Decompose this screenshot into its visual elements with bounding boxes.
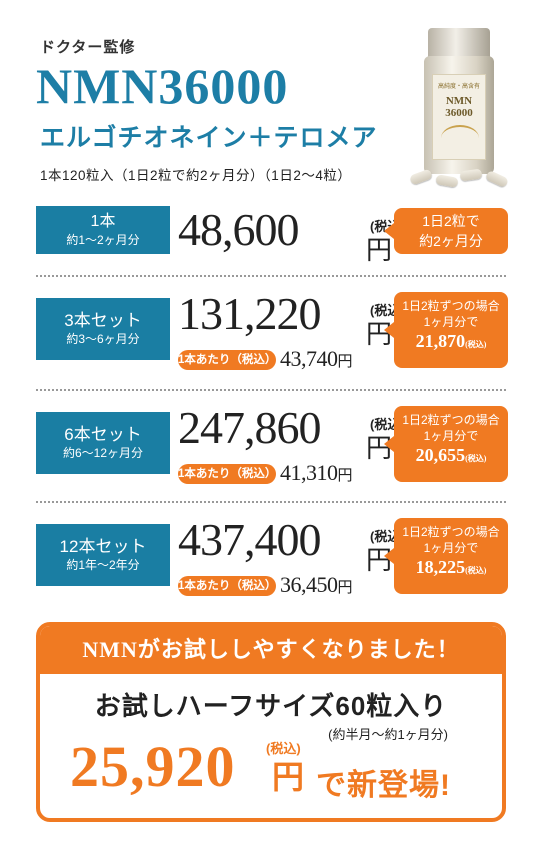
plan-price: 247,860 — [178, 402, 321, 453]
plan-note-bubble: 1日2粒で 約2ヶ月分 — [384, 208, 508, 254]
bubble-line2: 約2ヶ月分 — [419, 233, 483, 249]
bubble-monthly-tax: (税込) — [465, 566, 487, 575]
bubble-monthly-price: 21,870(税込) — [394, 330, 508, 356]
plan-row-1: 1本 約1〜2ヶ月分 48,600 (税込) 円 1日2粒で 約2ヶ月分 — [36, 204, 508, 288]
plan-label-title: 6本セット — [64, 425, 142, 444]
plan-label: 3本セット 約3〜6ヶ月分 — [36, 298, 170, 360]
eyebrow-text: ドクター監修 — [40, 39, 136, 56]
per-bottle-price-yen: 円 — [337, 580, 353, 596]
capsule — [459, 168, 483, 182]
bottle-label-line2: NMN — [445, 95, 473, 107]
per-bottle-price-value: 41,310 — [280, 460, 338, 485]
bubble-line2: 1ヶ月分で — [423, 429, 479, 443]
plan-monthly-bubble: 1日2粒ずつの場合 1ヶ月分で 18,225(税込) — [384, 518, 508, 594]
bubble-monthly-price-value: 20,655 — [415, 445, 466, 465]
product-bottle-image: 高純度・高含有 NMN 36000 — [408, 22, 520, 192]
product-subtitle: エルゴチオネイン＋テロメア — [40, 124, 378, 152]
plan-label-duration: 約3〜6ヶ月分 — [66, 332, 140, 346]
plan-price: 437,400 — [178, 514, 321, 565]
trial-price-tax: (税込) — [266, 741, 301, 756]
plan-monthly-bubble: 1日2粒ずつの場合 1ヶ月分で 20,655(税込) — [384, 406, 508, 482]
capsule — [435, 174, 459, 188]
plan-label-duration: 約6〜12ヶ月分 — [62, 446, 144, 460]
bottle-label: 高純度・高含有 NMN 36000 — [432, 74, 486, 160]
plan-label-title: 3本セット — [64, 311, 142, 330]
plan-price: 131,220 — [178, 288, 321, 339]
per-bottle-price-value: 36,450 — [280, 572, 338, 597]
bottle-swirl-decoration — [441, 125, 479, 151]
per-bottle-price: 36,450円 — [280, 572, 352, 598]
bubble-monthly-price-value: 18,225 — [415, 557, 466, 577]
plan-price: 48,600 — [178, 204, 299, 255]
plan-row-3: 3本セット 約3〜6ヶ月分 131,220 (税込) 円 1本あたり（税込） 4… — [36, 288, 508, 372]
bubble-line1: 1日2粒ずつの場合 — [402, 413, 500, 427]
product-name: NMN36000 — [36, 58, 289, 114]
bubble-monthly-tax: (税込) — [465, 454, 487, 463]
per-bottle-price: 41,310円 — [280, 460, 352, 486]
trial-note: (約半月〜約1ヶ月分) — [328, 727, 448, 742]
plan-label: 1本 約1〜2ヶ月分 — [36, 206, 170, 254]
bottle-cap — [428, 28, 490, 58]
bubble-monthly-tax: (税込) — [465, 340, 487, 349]
bubble-line2: 1ヶ月分で — [423, 541, 479, 555]
plan-monthly-bubble: 1日2粒ずつの場合 1ヶ月分で 21,870(税込) — [384, 292, 508, 368]
capsule — [408, 168, 434, 186]
trial-title: お試しハーフサイズ60粒入り — [94, 691, 448, 721]
trial-price-yen: 円 — [272, 759, 305, 795]
trial-headline: NMNがお試ししやすくなりました！ — [40, 626, 502, 674]
per-bottle-badge: 1本あたり（税込） — [178, 350, 276, 370]
bubble-line1: 1日2粒ずつの場合 — [402, 299, 500, 313]
per-bottle-price-yen: 円 — [337, 354, 353, 370]
plan-label-title: 12本セット — [59, 537, 147, 556]
plan-label-duration: 約1〜2ヶ月分 — [66, 233, 140, 247]
plan-row-12: 12本セット 約1年〜2年分 437,400 (税込) 円 1本あたり（税込） … — [36, 514, 508, 598]
product-note: 1本120粒入（1日2粒で約2ヶ月分）（1日2〜4粒） — [40, 168, 352, 183]
bubble-line2: 1ヶ月分で — [423, 315, 479, 329]
bottle-label-line3: 36000 — [445, 107, 473, 119]
plan-label: 6本セット 約6〜12ヶ月分 — [36, 412, 170, 474]
bubble-monthly-price: 18,225(税込) — [394, 556, 508, 582]
trial-tagline: で新登場! — [316, 769, 451, 802]
per-bottle-badge: 1本あたり（税込） — [178, 464, 276, 484]
trial-offer-box: NMNがお試ししやすくなりました！ お試しハーフサイズ60粒入り (約半月〜約1… — [36, 622, 506, 822]
bubble-monthly-price-value: 21,870 — [415, 331, 466, 351]
trial-price: 25,920 — [70, 734, 236, 799]
bottle-label-line1: 高純度・高含有 — [437, 84, 480, 90]
capsule — [484, 169, 510, 189]
bubble-monthly-price: 20,655(税込) — [394, 444, 508, 470]
plan-label-title: 1本 — [90, 213, 116, 230]
plan-row-6: 6本セット 約6〜12ヶ月分 247,860 (税込) 円 1本あたり（税込） … — [36, 402, 508, 486]
divider — [36, 389, 506, 391]
divider — [36, 275, 506, 277]
plan-label-duration: 約1年〜2年分 — [66, 558, 140, 572]
per-bottle-price: 43,740円 — [280, 346, 352, 372]
bubble-line1: 1日2粒で — [422, 213, 480, 229]
plan-price-yen: 円 — [366, 235, 393, 265]
plan-label: 12本セット 約1年〜2年分 — [36, 524, 170, 586]
per-bottle-badge: 1本あたり（税込） — [178, 576, 276, 596]
per-bottle-price-value: 43,740 — [280, 346, 338, 371]
bubble-line1: 1日2粒ずつの場合 — [402, 525, 500, 539]
per-bottle-price-yen: 円 — [337, 468, 353, 484]
divider — [36, 501, 506, 503]
